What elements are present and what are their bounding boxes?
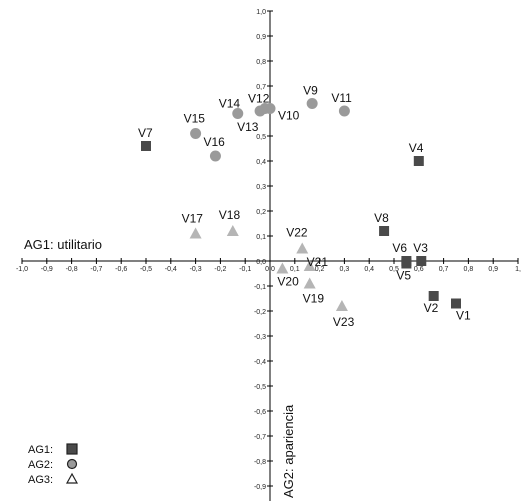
x-tick-label: -0,2: [214, 266, 226, 273]
data-point-v3: [416, 256, 427, 266]
point-label-v8: V8: [374, 211, 389, 225]
data-point-v22: [296, 242, 309, 254]
x-tick-label: 0,9: [488, 266, 498, 273]
data-point-v15: [190, 128, 202, 139]
points-layer: [141, 98, 461, 311]
data-point-v2: [428, 291, 439, 301]
x-tick-label: -0,3: [190, 266, 202, 273]
legend: AG1: AG2: AG3:: [28, 443, 79, 486]
y-tick-label: -0,1: [254, 284, 266, 291]
x-tick-label: 0,2: [315, 266, 325, 273]
point-label-v9: V9: [303, 84, 318, 98]
y-tick-label: 0,0: [256, 259, 266, 266]
legend-label-ag2: AG2:: [28, 459, 53, 471]
legend-marker-triangle: [65, 472, 79, 484]
data-point-v1: [451, 298, 461, 309]
point-label-v19: V19: [303, 292, 325, 306]
point-label-v20: V20: [277, 275, 299, 289]
legend-marker-circle: [66, 458, 78, 470]
y-tick-label: 0,3: [256, 184, 266, 191]
x-tick-label: -0,6: [115, 266, 127, 273]
x-tick-label: 0,3: [340, 266, 350, 273]
x-tick-label: -0,4: [165, 266, 177, 273]
data-point-v7: [141, 141, 151, 151]
y-tick-label: -0,9: [254, 484, 266, 491]
y-tick-label: 0,2: [256, 209, 266, 216]
axes: [22, 11, 518, 501]
y-tick-label: 1,0: [256, 9, 266, 16]
x-tick-label: 1,: [515, 266, 521, 273]
point-label-v1: V1: [456, 309, 471, 323]
y-tick-label: 0,9: [256, 34, 266, 41]
y-tick-label: -0,2: [254, 309, 266, 316]
point-label-v22: V22: [286, 226, 308, 240]
point-label-v15: V15: [184, 112, 206, 126]
point-label-v16: V16: [203, 135, 225, 149]
x-tick-label: -0,9: [41, 266, 53, 273]
data-point-v8: [379, 226, 390, 236]
y-tick-label: -0,7: [254, 434, 266, 441]
x-tick-label: 0,4: [364, 266, 374, 273]
y-tick-label: 0,1: [256, 234, 266, 241]
y-axis-title: AG2: apariencia: [281, 404, 296, 498]
y-tick-label: -0,5: [254, 384, 266, 391]
point-label-v5: V5: [396, 269, 411, 283]
data-point-v23: [335, 300, 348, 311]
x-tick-label: 0,7: [439, 266, 449, 273]
y-tick-label: 0,8: [256, 59, 266, 66]
x-tick-label: 0,5: [389, 266, 399, 273]
data-point-v19: [303, 277, 316, 289]
point-label-v18: V18: [219, 208, 241, 222]
point-label-v6: V6: [392, 241, 407, 255]
y-tick-label: 0,4: [256, 159, 266, 166]
x-tick-label: 0,8: [464, 266, 474, 273]
point-label-v7: V7: [138, 126, 153, 140]
point-label-v21: V21: [307, 255, 329, 269]
data-point-v13: [254, 105, 266, 117]
y-tick-label: -0,4: [254, 359, 266, 366]
x-tick-label: -0,8: [66, 266, 78, 273]
point-label-v4: V4: [409, 141, 424, 155]
point-label-v12: V12: [248, 92, 270, 106]
legend-label-ag3: AG3:: [28, 474, 53, 486]
data-point-v11: [338, 105, 350, 117]
y-tick-label: -0,6: [254, 409, 266, 416]
y-tick-label: 0,5: [256, 134, 266, 141]
legend-marker-square: [66, 443, 78, 455]
point-label-v23: V23: [333, 315, 355, 329]
x-tick-label: -0,1: [239, 266, 251, 273]
point-label-v17: V17: [182, 212, 204, 226]
x-axis-title: AG1: utilitario: [24, 237, 102, 252]
x-tick-label: -1,0: [16, 266, 28, 273]
tick-layer: -1,0 -0,9 -0,8 -0,7 -0,6 -0,5 -0,4 -0,3 -0,2 -0,1…: [16, 9, 521, 491]
data-point-v6: [401, 256, 412, 266]
data-point-v14: [232, 108, 244, 119]
point-label-v3: V3: [413, 241, 428, 255]
data-point-v16: [209, 150, 221, 162]
data-point-v17: [189, 227, 202, 239]
x-tick-label: 0,1: [290, 266, 300, 273]
data-point-v18: [226, 225, 239, 236]
legend-label-ag1: AG1:: [28, 444, 53, 456]
point-label-v14: V14: [219, 97, 241, 111]
x-tick-label: 0,0: [265, 266, 275, 273]
point-label-v11: V11: [331, 91, 352, 105]
data-point-v20: [276, 262, 289, 274]
point-label-v10: V10: [278, 109, 300, 123]
x-tick-label: -0,7: [90, 266, 102, 273]
y-tick-label: -0,8: [254, 459, 266, 466]
y-tick-label: -0,3: [254, 334, 266, 341]
point-label-v13: V13: [237, 120, 259, 134]
data-point-v4: [413, 156, 424, 166]
x-tick-label: 0,6: [414, 266, 424, 273]
data-point-v9: [306, 98, 318, 109]
y-tick-label: 0,7: [256, 84, 266, 91]
x-tick-label: -0,5: [140, 266, 152, 273]
data-point-v21: [303, 260, 316, 271]
point-label-v2: V2: [424, 301, 439, 315]
